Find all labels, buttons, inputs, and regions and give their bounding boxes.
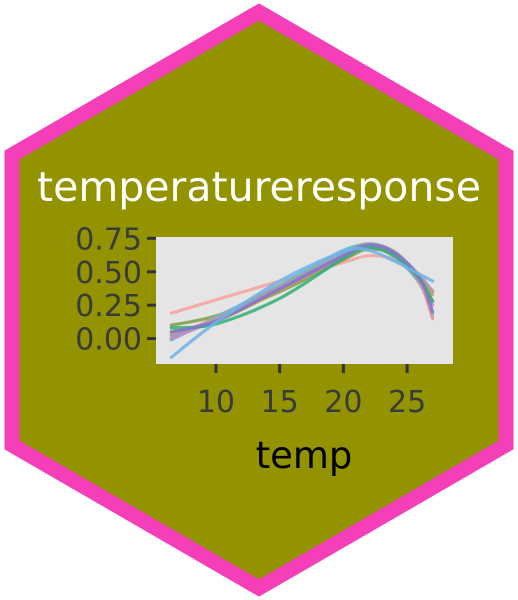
x-tick-label-2: 15 [261, 385, 299, 420]
y-tick-label-1: 0.00 [75, 323, 142, 358]
series-line-10 [169, 246, 435, 359]
y-tick-label-4: 0.75 [75, 222, 142, 257]
chart: 0.000.250.500.75 10 15 20 25 temp [75, 222, 453, 477]
y-tick-label-2: 0.25 [75, 289, 142, 324]
axes-layer: 0.000.250.500.75 10 15 20 25 [75, 222, 426, 420]
x-tick-label-4: 25 [388, 385, 426, 420]
series-layer [169, 242, 435, 359]
package-title: temperatureresponse [37, 163, 481, 211]
y-tick-label-3: 0.50 [75, 256, 142, 291]
chart-panel [156, 237, 453, 364]
x-tick-label-1: 10 [197, 385, 235, 420]
x-axis-label: temp [256, 434, 353, 477]
x-tick-label-3: 20 [324, 385, 362, 420]
